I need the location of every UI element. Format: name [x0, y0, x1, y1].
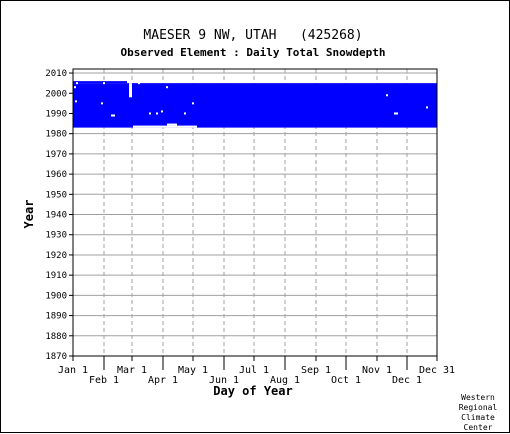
x-tick-label: Aug 1 [270, 375, 300, 386]
credit-line-1: Western [461, 393, 495, 402]
x-tick-label: Jul 1 [239, 365, 269, 376]
missing-point [184, 112, 186, 115]
missing-point [74, 86, 76, 89]
x-tick-label: Dec 1 [392, 375, 422, 386]
x-tick-label: May 1 [178, 365, 208, 376]
y-tick-label: 1960 [45, 170, 67, 180]
missing-span [167, 123, 177, 126]
x-tick-label: Feb 1 [89, 375, 119, 386]
x-tick-label: Apr 1 [148, 375, 178, 386]
x-tick-label: Jun 1 [209, 375, 239, 386]
chart-subtitle: Observed Element : Daily Total Snowdepth [121, 46, 386, 59]
grid-layer [73, 69, 437, 357]
y-axis-ticks: 2010 2000 1990 1980 1970 1960 1950 1940 1930 1920… [45, 69, 73, 362]
y-tick-label: 1910 [45, 271, 67, 281]
missing-point [138, 82, 140, 85]
x-tick-label: Dec 31 [419, 365, 455, 376]
missing-point [113, 114, 115, 117]
chart-title: MAESER 9 NW, UTAH (425268) [143, 28, 362, 43]
wrcc-credit: Western Regional Climate Center [459, 393, 498, 432]
missing-point [76, 82, 78, 85]
record-block [73, 83, 437, 128]
missing-point [75, 100, 77, 103]
credit-line-4: Center [464, 423, 493, 432]
missing-point [396, 112, 398, 115]
y-tick-label: 1880 [45, 332, 67, 342]
missing-point [103, 82, 105, 85]
y-tick-label: 1930 [45, 231, 67, 241]
x-axis-label: Day of Year [213, 384, 292, 398]
y-tick-label: 1870 [45, 352, 67, 362]
missing-point [161, 110, 163, 113]
missing-point [111, 114, 113, 117]
plot-border [72, 68, 438, 357]
credit-line-2: Regional [459, 403, 498, 412]
y-tick-label: 1940 [45, 211, 67, 221]
credit-line-3: Climate [461, 413, 495, 422]
missing-point [149, 112, 151, 115]
record-block [73, 81, 127, 84]
y-tick-label: 2000 [45, 89, 67, 99]
missing-point [101, 102, 103, 105]
y-tick-label: 1990 [45, 109, 67, 119]
missing-point [192, 102, 194, 105]
x-tick-label: Nov 1 [362, 365, 392, 376]
missing-point [156, 112, 158, 115]
missing-span [129, 83, 132, 98]
missing-point [138, 80, 140, 83]
missing-span [133, 125, 197, 128]
x-tick-label: Oct 1 [331, 375, 361, 386]
missing-point [394, 112, 396, 115]
x-tick-label: Sep 1 [301, 365, 331, 376]
y-tick-label: 1970 [45, 150, 67, 160]
y-tick-label: 1900 [45, 291, 67, 301]
missing-point [426, 106, 428, 109]
missing-point [166, 86, 168, 89]
x-tick-label: Mar 1 [117, 365, 147, 376]
y-tick-label: 1980 [45, 130, 67, 140]
y-tick-label: 1890 [45, 312, 67, 322]
missing-point [386, 94, 388, 97]
x-tick-label: Jan 1 [58, 365, 88, 376]
y-tick-label: 1950 [45, 190, 67, 200]
y-tick-label: 1920 [45, 251, 67, 261]
y-tick-label: 2010 [45, 69, 67, 79]
plot-area-border [72, 68, 438, 357]
y-axis-label: Year [22, 200, 36, 229]
plot-area-data [73, 80, 437, 128]
